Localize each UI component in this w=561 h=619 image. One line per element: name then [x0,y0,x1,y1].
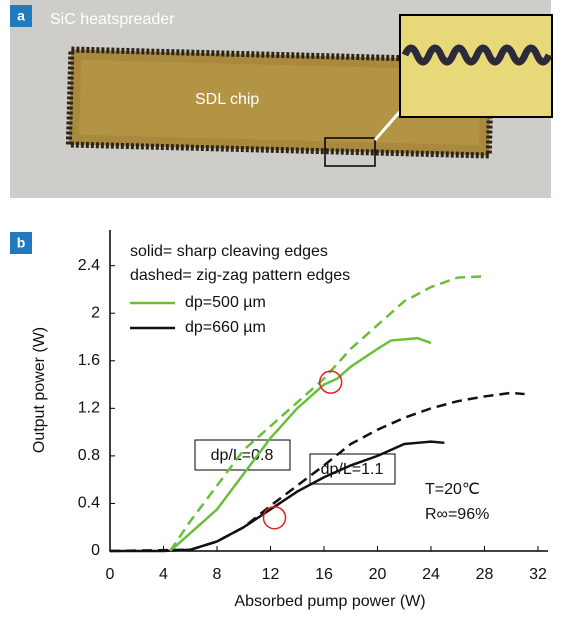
note: dashed= zig-zag pattern edges [130,267,350,284]
annotation: dp/L=0.8 [211,447,274,464]
x-tick-label: 28 [476,566,494,583]
x-tick-label: 8 [213,566,222,583]
x-tick-label: 20 [369,566,387,583]
y-tick-label: 2.4 [78,257,100,274]
x-axis-label: Absorbed pump power (W) [234,593,425,610]
annotation: T=20℃ [425,481,480,498]
y-tick-label: 0 [91,542,100,559]
panel-label-box [10,5,32,27]
heatspreader-label: SiC heatspreader [50,11,175,28]
panel-label: a [17,8,25,24]
x-tick-label: 24 [422,566,440,583]
x-tick-label: 0 [106,566,115,583]
annotation-box [309,453,396,485]
annotation-box [194,439,291,471]
inset [399,14,553,118]
x-tick-label: 16 [315,566,333,583]
photo-panel: a SiC heatspreader SDL chip [10,0,553,198]
y-tick-label: 0.8 [78,447,100,464]
annotation: dp/L=1.1 [321,461,384,478]
x-tick-label: 4 [159,566,168,583]
y-tick-label: 2 [91,304,100,321]
y-tick-label: 1.2 [78,400,100,417]
y-axis-label: Output power (W) [31,327,48,453]
series-line [169,275,485,552]
x-tick-label: 32 [529,566,547,583]
series-line [169,336,432,552]
note: solid= sharp cleaving edges [130,243,328,260]
legend-label: dp=500 µm [185,294,266,311]
highlight-circle [262,505,287,530]
annotation: R∞=96% [425,506,489,523]
series-line [109,391,525,553]
panel-label: b [17,235,26,251]
zoom-box [324,137,376,167]
zigzag [401,44,553,66]
legend-label: dp=660 µm [185,319,266,336]
y-tick-label: 1.6 [78,352,100,369]
chip-label: SDL chip [195,91,259,108]
y-tick-label: 0.4 [78,495,100,512]
panel-label-box [10,232,32,254]
x-tick-label: 12 [262,566,280,583]
highlight-circle [318,370,343,394]
